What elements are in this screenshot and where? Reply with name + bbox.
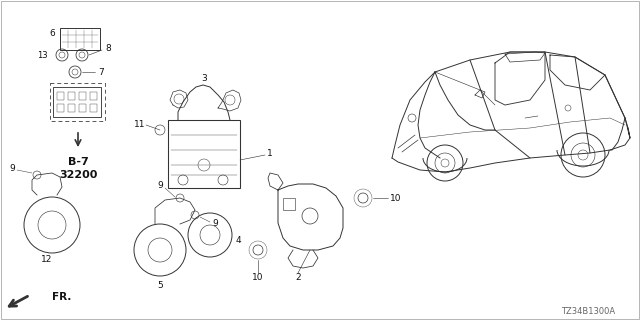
Bar (90, 92, 97, 100)
Bar (57, 104, 64, 112)
Bar (57, 92, 64, 100)
Text: 10: 10 (252, 274, 264, 283)
Text: 2: 2 (295, 274, 301, 283)
Text: 9: 9 (157, 180, 163, 189)
Bar (90, 104, 97, 112)
Text: 4: 4 (235, 236, 241, 244)
Bar (50, 83, 105, 121)
Text: 32200: 32200 (59, 170, 97, 180)
Text: FR.: FR. (52, 292, 72, 302)
Bar (68, 104, 75, 112)
Bar (68, 92, 75, 100)
Text: B-7: B-7 (68, 157, 88, 167)
Text: 10: 10 (390, 194, 402, 203)
Text: 3: 3 (201, 74, 207, 83)
Text: 5: 5 (157, 281, 163, 290)
Text: 9: 9 (212, 219, 218, 228)
Bar (168, 120, 240, 188)
Text: 6: 6 (49, 28, 55, 37)
Text: 8: 8 (105, 44, 111, 52)
Text: 1: 1 (267, 148, 273, 157)
Text: 7: 7 (98, 68, 104, 76)
Text: 11: 11 (134, 119, 146, 129)
Bar (60, 28, 100, 50)
Text: TZ34B1300A: TZ34B1300A (561, 308, 615, 316)
Text: 9: 9 (9, 164, 15, 172)
Bar (79, 92, 86, 100)
Text: 12: 12 (42, 255, 52, 265)
Bar (53, 87, 101, 117)
Bar (283, 198, 295, 210)
Bar (79, 104, 86, 112)
Text: 13: 13 (37, 51, 48, 60)
